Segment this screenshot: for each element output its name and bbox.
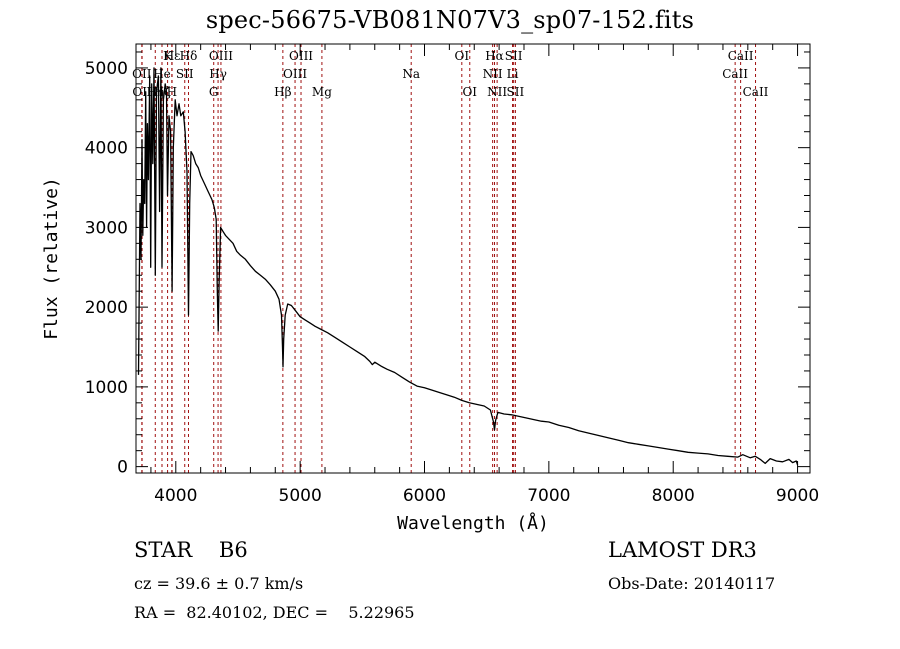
x-tick-label: 6000 [403, 486, 446, 506]
series-layer [137, 67, 799, 466]
marker-label: OI [462, 85, 477, 99]
marker-label: Hγ [209, 67, 227, 81]
chart-title: spec-56675-VB081N07V3_sp07-152.fits [205, 6, 695, 34]
marker-label: K [163, 49, 173, 63]
marker-label: OII [132, 85, 152, 99]
x-tick-label: 5000 [279, 486, 322, 506]
marker-label: SII [507, 85, 525, 99]
marker-label: Li [507, 67, 519, 81]
marker-label: OIII [283, 67, 307, 81]
marker-label: OIII [289, 49, 313, 63]
marker-label: SII [176, 67, 194, 81]
marker-label: OI [455, 49, 470, 63]
marker-label: H [167, 85, 177, 99]
series-line-flux [137, 67, 799, 466]
marker-label: Hζ [154, 85, 171, 99]
observation-date: Obs-Date: 20140117 [608, 574, 776, 593]
marker-label: Hα [485, 49, 504, 63]
marker-label: Hη [146, 85, 164, 99]
marker-label: OII [132, 67, 152, 81]
axis-ticks: 4000 5000 6000 7000 8000 9000 0 1000 2000 3000 400… [85, 44, 819, 506]
marker-label: CaII [728, 49, 754, 63]
x-tick-label: 8000 [652, 486, 695, 506]
y-axis-label: Flux (relative) [41, 177, 62, 340]
x-tick-label: 4000 [154, 486, 197, 506]
marker-label: Mg [312, 85, 332, 99]
marker-label: NII [483, 67, 503, 81]
marker-label: SII [505, 49, 523, 63]
coordinates: RA = 82.40102, DEC = 5.22965 [134, 603, 415, 622]
plot-frame [135, 43, 811, 474]
y-tick-label: 5000 [85, 59, 128, 79]
x-tick-label: 9000 [776, 486, 819, 506]
marker-label: He [153, 67, 171, 81]
line-markers [141, 44, 757, 473]
marker-label: G [209, 85, 219, 99]
x-tick-label: 7000 [527, 486, 570, 506]
marker-label: CaII [722, 67, 748, 81]
x-axis-label: Wavelength (Å) [397, 512, 549, 534]
marker-label: Hβ [274, 85, 291, 99]
survey-name: LAMOST DR3 [608, 538, 757, 562]
object-class: STAR B6 [134, 538, 248, 562]
y-tick-label: 1000 [85, 378, 128, 398]
marker-label: Hε [164, 49, 181, 63]
y-tick-label: 4000 [85, 139, 128, 159]
y-tick-label: 3000 [85, 218, 128, 238]
marker-label: OIII [209, 49, 233, 63]
redshift-value: cz = 39.6 ± 0.7 km/s [134, 574, 304, 593]
y-tick-label: 2000 [85, 298, 128, 318]
marker-label: Hδ [180, 49, 198, 63]
marker-label: CaII [743, 85, 769, 99]
marker-label: NII [487, 85, 507, 99]
marker-label: Na [402, 67, 420, 81]
y-tick-label: 0 [117, 458, 128, 478]
